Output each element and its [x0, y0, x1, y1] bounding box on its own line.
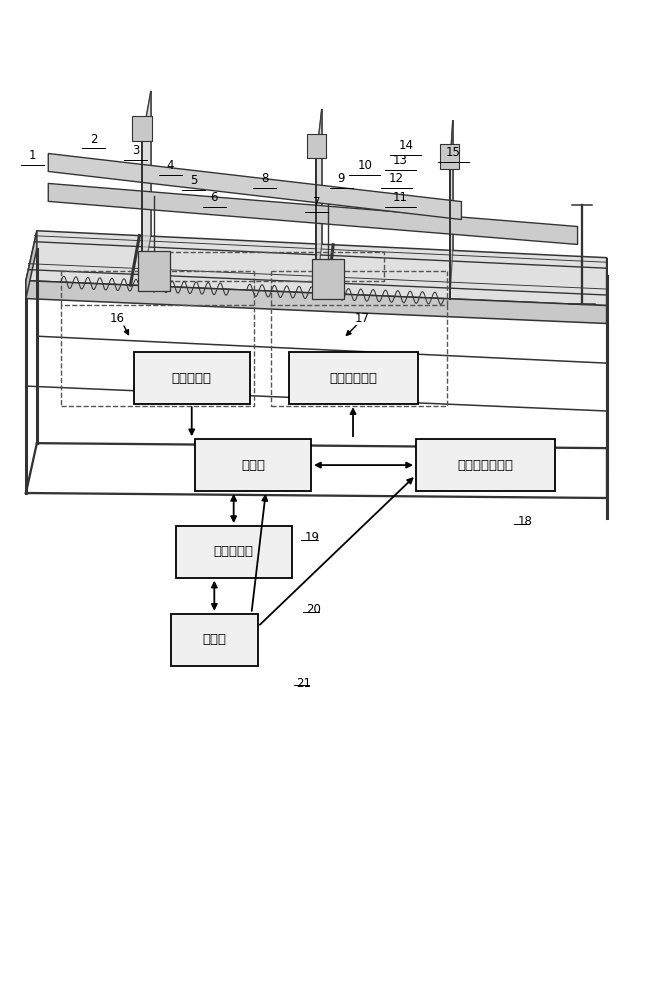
Text: 运动控制卡: 运动控制卡 [214, 545, 253, 558]
Text: 18: 18 [518, 515, 533, 528]
Text: 8: 8 [261, 172, 268, 185]
Text: 4: 4 [167, 159, 174, 172]
Text: 7: 7 [312, 196, 320, 209]
Text: 3: 3 [132, 144, 139, 157]
Polygon shape [26, 231, 607, 306]
Polygon shape [142, 92, 151, 286]
FancyBboxPatch shape [133, 352, 249, 404]
Text: 10: 10 [357, 159, 372, 172]
FancyBboxPatch shape [171, 614, 258, 666]
Text: 12: 12 [389, 172, 404, 185]
Polygon shape [450, 121, 453, 299]
Text: 5: 5 [190, 174, 198, 187]
FancyBboxPatch shape [307, 134, 326, 158]
FancyBboxPatch shape [195, 439, 311, 491]
Text: 15: 15 [446, 146, 461, 159]
Polygon shape [26, 281, 607, 323]
Text: 17: 17 [355, 312, 370, 325]
Polygon shape [48, 154, 461, 220]
FancyBboxPatch shape [132, 116, 152, 141]
Text: 11: 11 [393, 191, 408, 204]
Text: 21: 21 [296, 677, 311, 690]
Text: 14: 14 [399, 139, 413, 152]
Text: 13: 13 [393, 154, 408, 167]
FancyBboxPatch shape [416, 439, 555, 491]
Text: 6: 6 [211, 191, 218, 204]
Text: 2: 2 [90, 133, 97, 146]
Polygon shape [26, 231, 37, 299]
Polygon shape [316, 110, 322, 293]
FancyBboxPatch shape [312, 259, 344, 299]
FancyBboxPatch shape [440, 144, 459, 169]
FancyBboxPatch shape [288, 352, 417, 404]
Text: 压电放大电路: 压电放大电路 [329, 372, 377, 385]
FancyBboxPatch shape [176, 526, 292, 578]
Text: 1: 1 [29, 149, 36, 162]
Text: 计算机: 计算机 [202, 633, 226, 646]
Text: 16: 16 [110, 312, 125, 325]
Text: 伺服电机驱动器: 伺服电机驱动器 [457, 459, 513, 472]
Text: 19: 19 [305, 531, 319, 544]
Polygon shape [48, 183, 577, 244]
Text: 端子板: 端子板 [241, 459, 265, 472]
Text: 9: 9 [338, 172, 345, 185]
Text: 20: 20 [306, 603, 321, 616]
FancyBboxPatch shape [137, 251, 170, 291]
Text: 电荷放大器: 电荷放大器 [172, 372, 212, 385]
